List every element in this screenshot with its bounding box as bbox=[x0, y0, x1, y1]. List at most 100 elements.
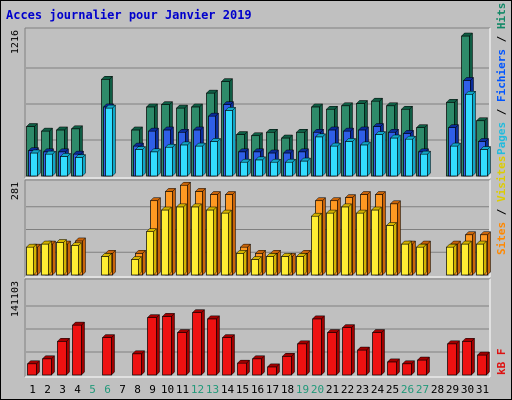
x-tick-label: 31 bbox=[476, 383, 489, 396]
visits-bar-side bbox=[82, 237, 86, 276]
files-bar-top bbox=[72, 150, 85, 155]
pages-bar-side bbox=[472, 90, 476, 177]
x-tick-label: 10 bbox=[161, 383, 174, 396]
visits-bar-side bbox=[367, 190, 371, 276]
kb-bar bbox=[207, 318, 217, 376]
pages-bar bbox=[315, 136, 323, 177]
pages-bar-top bbox=[209, 138, 222, 142]
sites-bar-top bbox=[310, 212, 323, 217]
pages-bar bbox=[60, 156, 68, 177]
sites-bar bbox=[26, 246, 34, 276]
pages-bar bbox=[420, 153, 428, 177]
sites-bar-top bbox=[190, 203, 203, 208]
sites-bar bbox=[266, 256, 274, 276]
sites-bar-top bbox=[265, 253, 278, 257]
hits-bar-top bbox=[205, 89, 219, 94]
sites-bar bbox=[101, 256, 109, 276]
sites-bar bbox=[236, 252, 244, 276]
pages-bar-side bbox=[157, 148, 161, 177]
kb-bar-side bbox=[81, 321, 85, 376]
visits-bar-top bbox=[164, 188, 177, 192]
visits-bar-side bbox=[112, 249, 116, 276]
sites-bar-top bbox=[325, 209, 338, 214]
x-tick-label: 28 bbox=[431, 383, 444, 396]
pages-bar-side bbox=[337, 142, 341, 177]
pages-bar-top bbox=[269, 158, 282, 163]
sites-bar-top bbox=[475, 240, 488, 245]
kb-bar bbox=[312, 318, 322, 376]
kb-bar-side bbox=[186, 328, 190, 376]
kb-bar bbox=[132, 353, 142, 376]
hits-bar-top bbox=[280, 134, 294, 139]
sites-bar-top bbox=[205, 206, 218, 211]
kb-bar-top bbox=[356, 346, 371, 351]
pages-bar-top bbox=[239, 158, 252, 163]
kb-bar-side bbox=[216, 315, 220, 376]
sites-bar-side bbox=[228, 209, 232, 276]
kb-bar bbox=[297, 343, 307, 376]
files-bar-top bbox=[372, 123, 385, 127]
x-tick-label: 29 bbox=[446, 383, 459, 396]
sites-bar-top bbox=[235, 250, 248, 254]
visits-bar-side bbox=[307, 249, 311, 276]
sites-bar-side bbox=[483, 240, 487, 276]
x-tick-label: 20 bbox=[311, 383, 324, 396]
kb-bar bbox=[27, 363, 37, 376]
kb-bar bbox=[327, 332, 337, 376]
visits-bar-top bbox=[359, 191, 372, 195]
sites-bar-side bbox=[348, 203, 352, 276]
sites-bar bbox=[281, 256, 289, 276]
sites-bar-side bbox=[303, 252, 307, 276]
pages-bar bbox=[225, 110, 233, 177]
x-tick-label: 23 bbox=[356, 383, 369, 396]
x-tick-label: 24 bbox=[371, 383, 385, 396]
kb-bar-top bbox=[131, 350, 146, 355]
visits-bar-side bbox=[427, 240, 431, 276]
pages-bar-top bbox=[194, 142, 207, 147]
pages-bar bbox=[360, 144, 368, 177]
pages-bar bbox=[75, 157, 83, 177]
pages-bar bbox=[180, 144, 188, 177]
sites-bar-side bbox=[318, 212, 322, 276]
hits-bar-top bbox=[400, 105, 414, 110]
hits-bar-top bbox=[250, 132, 264, 136]
hits-bar-top bbox=[70, 125, 84, 130]
legend-top: Pages / Fichiers / Hits bbox=[495, 3, 508, 155]
pages-bar-top bbox=[479, 146, 492, 150]
sites-bar bbox=[461, 243, 469, 276]
sites-bar bbox=[221, 212, 229, 276]
visits-bar-side bbox=[172, 187, 176, 276]
kb-bar-side bbox=[231, 333, 235, 376]
x-tick-label: 3 bbox=[59, 383, 66, 396]
sites-bar-top bbox=[340, 203, 353, 208]
x-tick-label: 12 bbox=[191, 383, 204, 396]
pages-bar-side bbox=[397, 134, 401, 177]
sites-bar-side bbox=[213, 206, 217, 276]
visits-bar-top bbox=[314, 197, 327, 201]
sites-bar bbox=[251, 259, 259, 276]
pages-bar-top bbox=[404, 135, 417, 140]
kb-bar bbox=[72, 324, 82, 376]
kb-bar-side bbox=[156, 314, 160, 376]
kb-bar-top bbox=[161, 313, 176, 317]
pages-bar-side bbox=[232, 106, 236, 177]
pages-bar-side bbox=[187, 141, 191, 177]
hits-bar-top bbox=[40, 127, 54, 132]
pages-bar bbox=[30, 152, 38, 177]
sites-bar-side bbox=[183, 203, 187, 276]
pages-bar-top bbox=[254, 156, 267, 161]
kb-bar bbox=[237, 362, 247, 376]
visits-bar-top bbox=[209, 191, 222, 195]
sites-bar-side bbox=[288, 252, 292, 276]
kb-bar-top bbox=[311, 315, 326, 320]
pages-bar bbox=[240, 161, 248, 177]
pages-bar-top bbox=[329, 142, 342, 147]
hits-bar-top bbox=[235, 131, 249, 135]
hits-bar-top bbox=[55, 126, 69, 131]
files-bar-top bbox=[222, 101, 235, 105]
hits-bar-top bbox=[175, 104, 189, 109]
kb-bar bbox=[357, 349, 367, 376]
sites-bar-top bbox=[295, 253, 308, 257]
sites-bar-top bbox=[130, 256, 143, 260]
